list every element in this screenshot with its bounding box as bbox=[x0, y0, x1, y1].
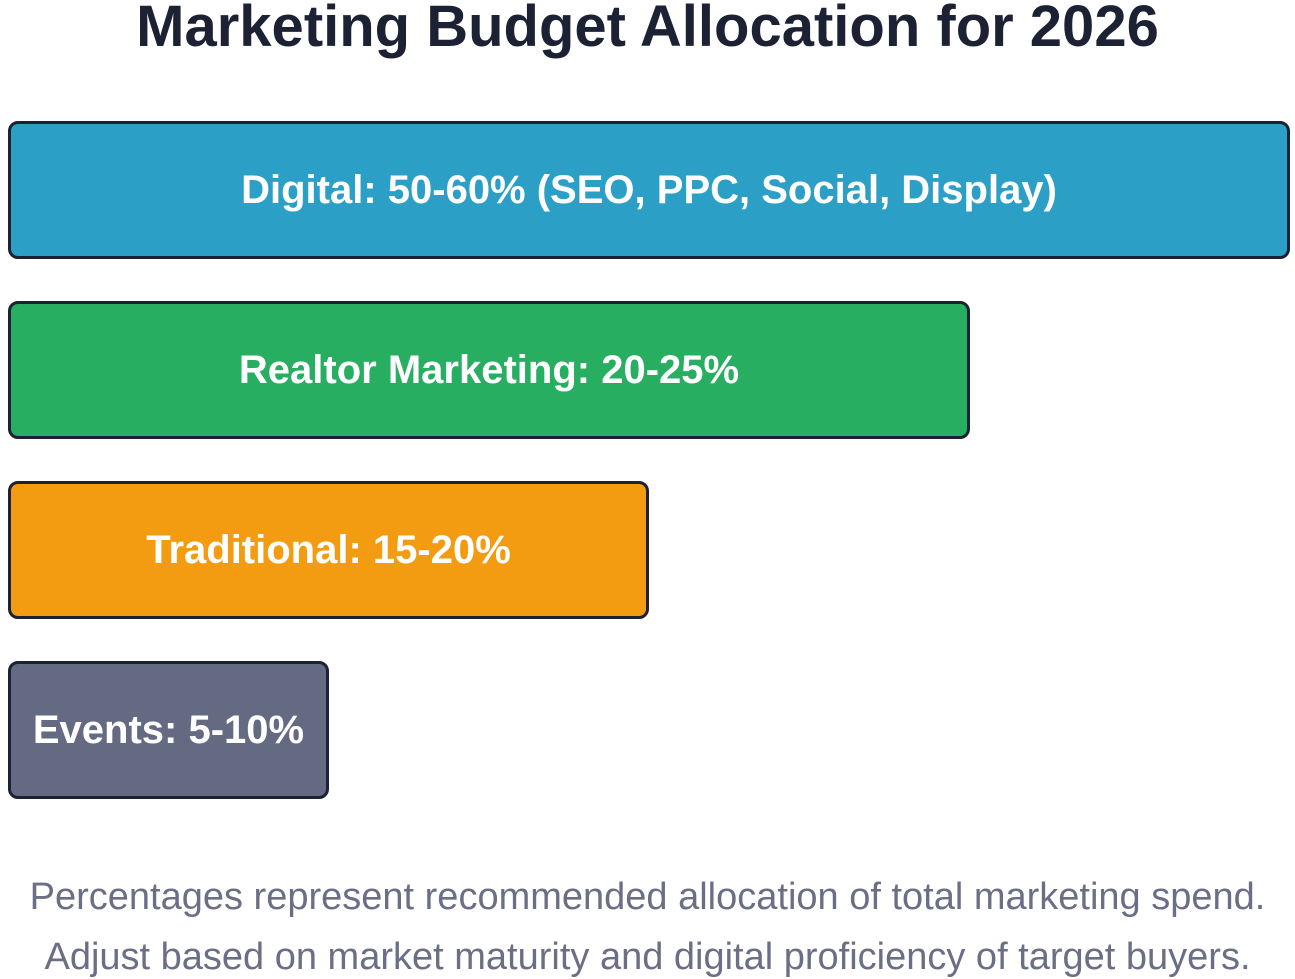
bar-label: Digital: 50-60% (SEO, PPC, Social, Displ… bbox=[241, 167, 1057, 212]
bar-label: Traditional: 15-20% bbox=[146, 527, 511, 572]
bar-traditional: Traditional: 15-20% bbox=[8, 481, 649, 619]
footnote-line-2: Adjust based on market maturity and digi… bbox=[44, 936, 1251, 978]
bar-label: Realtor Marketing: 20-25% bbox=[238, 347, 740, 392]
bar-label: Events: 5-10% bbox=[32, 707, 305, 752]
bar-events: Events: 5-10% bbox=[8, 661, 329, 799]
bar-digital: Digital: 50-60% (SEO, PPC, Social, Displ… bbox=[8, 121, 1290, 259]
bar-realtor-marketing: Realtor Marketing: 20-25% bbox=[8, 301, 970, 439]
chart-title: Marketing Budget Allocation for 2026 bbox=[136, 0, 1159, 59]
footnote-line-1: Percentages represent recommended alloca… bbox=[29, 876, 1266, 918]
